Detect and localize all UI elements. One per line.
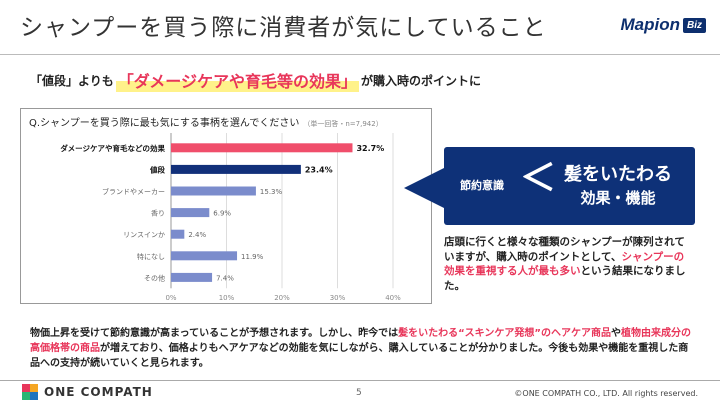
- x-tick-label: 0%: [165, 294, 176, 302]
- callout-keyword: 節約意識: [460, 179, 504, 192]
- explain-part2: という結果になりました。: [444, 265, 686, 292]
- category-label: その他: [144, 273, 165, 282]
- bar: [171, 186, 256, 196]
- value-label: 7.4%: [216, 274, 234, 282]
- survey-chart-box: Q.シャンプーを買う際に最も気にする事柄を選んでください （単一回答・n=7,94…: [20, 108, 432, 304]
- bar-chart: 0% 10% 20% 30% 40% ダメージケアや育毛などの効果 32.7% 値段 23.4%…: [60, 133, 401, 302]
- bar: [171, 208, 210, 218]
- bar: [171, 164, 301, 174]
- x-tick-label: 30%: [330, 294, 346, 302]
- bar: [171, 272, 213, 282]
- logo-text: Mapion: [620, 15, 681, 34]
- bar: [171, 251, 238, 261]
- explain-part1: 店頭に行くと様々な種類のシャンプーが陳列されていますが、購入時のポイントとして、: [444, 236, 685, 263]
- value-label: 11.9%: [241, 253, 264, 261]
- logo-badge: Biz: [683, 17, 706, 33]
- footer-logo: ONE COMPATH: [22, 384, 153, 400]
- category-label: 香り: [151, 209, 165, 218]
- summary-text: 物価上昇を受けて節約意識が高まっていることが予想されます。しかし、昨今では髪をい…: [30, 326, 698, 371]
- summary-highlight1: 髪をいたわる“スキンケア発想”のヘアケア商品: [398, 328, 611, 339]
- x-tick-label: 20%: [274, 294, 290, 302]
- summary-part3: が増えており、価格よりもヘアケアなどの効能を気にしながら、購入していることが分か…: [30, 343, 689, 369]
- lead-prefix: 「値段」よりも: [30, 73, 114, 88]
- category-label: ブランドやメーカー: [102, 187, 165, 196]
- summary-part2: や: [610, 328, 621, 339]
- value-label: 32.7%: [356, 144, 384, 153]
- value-label: 2.4%: [188, 231, 206, 239]
- footer-divider: [0, 380, 720, 381]
- category-label: 値段: [149, 164, 165, 174]
- mapion-biz-logo: Mapion Biz: [620, 15, 706, 35]
- callout-line2: 効果・機能: [580, 189, 656, 207]
- explanation-text: 店頭に行くと様々な種類のシャンプーが陳列されていますが、購入時のポイントとして、…: [444, 235, 694, 293]
- insight-callout: 節約意識 ＜ 髪をいたわる 効果・機能: [444, 147, 695, 225]
- copyright: ©ONE COMPATH CO., LTD. All rights reserv…: [514, 389, 698, 398]
- bar: [171, 143, 353, 153]
- chevron-left-icon: ＜: [520, 158, 557, 199]
- summary-highlight2: 植物由来成分の高価格帯の商品: [30, 328, 691, 354]
- x-tick-label: 10%: [219, 294, 235, 302]
- bar: [171, 229, 185, 239]
- question-text: Q.シャンプーを買う際に最も気にする事柄を選んでください: [29, 118, 300, 129]
- lead-statement: 「値段」よりも 「ダメージケアや育毛等の効果」 が購入時のポイントに: [30, 68, 481, 92]
- title-divider: [0, 54, 720, 55]
- summary-part1: 物価上昇を受けて節約意識が高まっていることが予想されます。しかし、昨今では: [30, 328, 399, 339]
- explain-highlight: シャンプーの効果を重視する人が最も多い: [444, 250, 685, 278]
- lead-highlight: 「ダメージケアや育毛等の効果」: [115, 68, 359, 92]
- sample-note: （単一回答・n=7,942）: [303, 120, 383, 128]
- value-label: 6.9%: [213, 210, 231, 218]
- category-label: ダメージケアや育毛などの効果: [60, 143, 165, 153]
- footer-brand: ONE COMPATH: [44, 385, 153, 399]
- chart-question: Q.シャンプーを買う際に最も気にする事柄を選んでください （単一回答・n=7,94…: [29, 114, 383, 129]
- callout-line1: 髪をいたわる: [564, 164, 672, 185]
- callout-arrow: [404, 167, 446, 209]
- page-title: シャンプーを買う際に消費者が気にしていること: [20, 15, 547, 41]
- value-label: 23.4%: [305, 165, 333, 174]
- category-label: リンスインか: [123, 231, 165, 239]
- category-label: 特になし: [137, 252, 165, 261]
- one-compath-mark-icon: [22, 384, 38, 400]
- value-label: 15.3%: [260, 188, 283, 196]
- page-number: 5: [356, 388, 362, 398]
- lead-suffix: が購入時のポイントに: [360, 73, 481, 88]
- x-tick-label: 40%: [385, 294, 401, 302]
